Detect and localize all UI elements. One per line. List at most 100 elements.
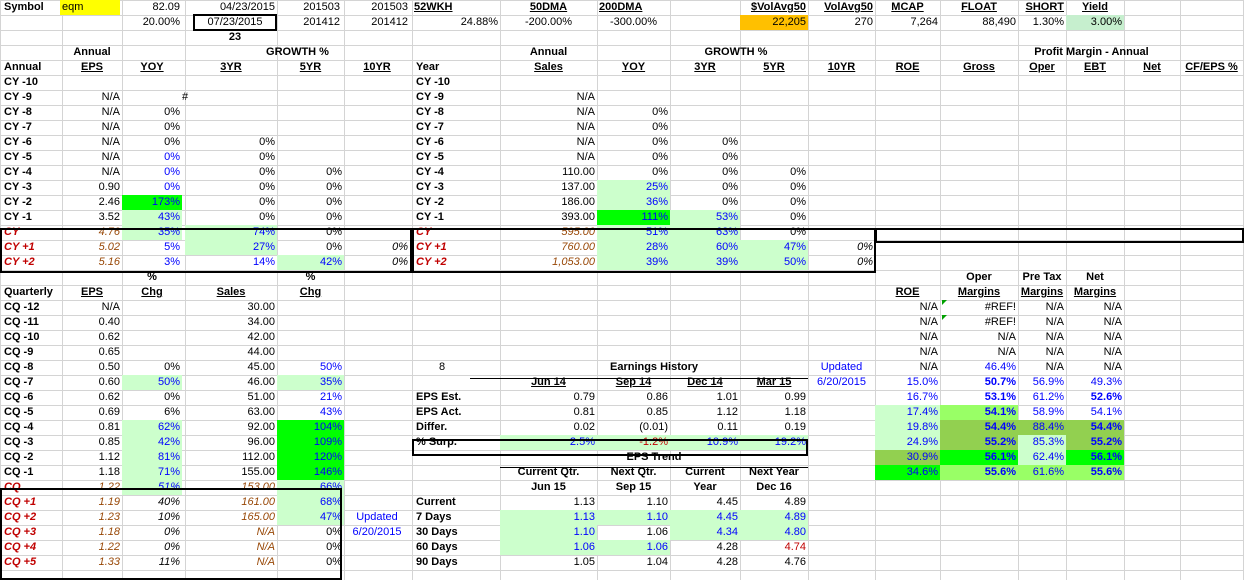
sales-5yr: 50%	[740, 255, 808, 270]
symbol-input[interactable]: eqm	[60, 0, 120, 15]
eps-3yr: 0%	[259, 196, 275, 208]
sales-10yr	[808, 150, 875, 165]
trend-value: 1.04	[646, 556, 668, 568]
quarter-sales-chg: 35%	[277, 375, 344, 390]
updated-date: 6/20/2015	[352, 526, 402, 538]
quarter-row-label: CQ +5	[4, 556, 37, 568]
quarter-eps: 1.12	[98, 451, 120, 463]
eps-10yr: 0%	[392, 256, 408, 268]
h-q-sales: Sales	[216, 286, 246, 298]
quarter-sales-chg	[277, 345, 344, 360]
sales-row-label: CY -8	[416, 106, 444, 118]
quarter-eps-chg: 0%	[164, 361, 180, 373]
h-sales-annual: Annual	[529, 46, 568, 58]
margin-pretax: N/A	[1045, 361, 1064, 373]
quarter-row-label: CQ -6	[4, 391, 34, 403]
eps-yoy: 43%	[122, 210, 182, 225]
margin-net: 49.3%	[1090, 376, 1122, 388]
trend-row-label: 60 Days	[416, 541, 458, 553]
trend-head: Next Year	[749, 466, 799, 478]
eh-value: 0.99	[784, 391, 806, 403]
quarter-row-label: CQ -11	[4, 316, 39, 328]
sales-3yr: 39%	[670, 255, 740, 270]
quarter-sales: 46.00	[247, 376, 275, 388]
m-net1: Net	[1086, 271, 1104, 283]
sales-yoy: 111%	[597, 210, 670, 225]
v200dma: -300.00%	[609, 16, 658, 28]
eh-value: 1.18	[784, 406, 806, 418]
sales-10yr	[808, 165, 875, 180]
eps-row-label: CY +1	[4, 241, 35, 253]
quarter-eps: 1.33	[98, 556, 120, 568]
quarter-eps: 0.50	[98, 361, 120, 373]
quarter-eps: 1.22	[98, 481, 120, 493]
quarter-eps-chg: 40%	[157, 496, 180, 508]
margin-oper: #REF!	[984, 316, 1016, 328]
h-3yr: 3YR	[220, 61, 242, 73]
margin-pretax: 88.4%	[1018, 420, 1066, 435]
sales-3yr: 53%	[670, 210, 740, 225]
quarter-eps-chg: 62%	[122, 420, 182, 435]
eh-value: 2.5%	[500, 435, 597, 450]
eh-row-label: Differ.	[416, 421, 448, 433]
quarter-sales-chg: 0%	[326, 556, 342, 568]
p3: 201412	[303, 16, 340, 28]
eh-value: 0.81	[573, 406, 595, 418]
sales-3yr	[670, 105, 740, 120]
quarter-eps: 1.23	[98, 511, 120, 523]
margin-oper: #REF!	[984, 301, 1016, 313]
quarter-eps: 1.22	[98, 541, 120, 553]
margin-net: 52.6%	[1090, 391, 1122, 403]
m-roe: ROE	[895, 286, 920, 298]
trend-value: 1.10	[597, 510, 670, 525]
sales-yoy: 0%	[652, 151, 668, 163]
h-10yr: 10YR	[363, 61, 391, 73]
eps-yoy: 173%	[122, 195, 182, 210]
trend-head2: Sep 15	[615, 481, 652, 493]
margin-pretax: N/A	[1045, 346, 1064, 358]
sales-yoy: 0%	[652, 136, 668, 148]
trend-value: 1.06	[646, 526, 668, 538]
error-indicator	[942, 315, 947, 320]
margin-oper: 46.4%	[984, 361, 1016, 373]
quarter-sales: 153.00	[241, 481, 275, 493]
column-gridline	[62, 0, 63, 580]
sales-5yr: 0%	[790, 211, 806, 223]
sales-5yr	[740, 120, 808, 135]
h-50dma: 50DMA	[529, 1, 568, 13]
quarter-sales-chg: 104%	[277, 420, 344, 435]
sales-3yr	[670, 75, 740, 90]
quarter-sales-chg: 146%	[277, 465, 344, 480]
pm-cfeps: CF/EPS %	[1185, 61, 1238, 73]
margin-roe: N/A	[919, 346, 938, 358]
symbol-label: Symbol	[4, 1, 44, 13]
margin-net: 56.1%	[1066, 450, 1124, 465]
quarter-row-label: CQ +1	[4, 496, 37, 508]
eps-row-label: CY -2	[4, 196, 32, 208]
quarter-sales: 45.00	[247, 361, 275, 373]
eh-col-head: Sep 14	[615, 376, 652, 388]
margin-net: N/A	[1103, 361, 1122, 373]
m-oper1: Oper	[966, 271, 992, 283]
sales-5yr: 0%	[790, 196, 806, 208]
eps-value: N/A	[101, 166, 120, 178]
quarter-sales: 51.00	[247, 391, 275, 403]
margin-pretax: N/A	[1045, 316, 1064, 328]
quarter-eps: 1.19	[98, 496, 120, 508]
quarter-eps-chg: 71%	[122, 465, 182, 480]
eps-yoy: 3%	[164, 256, 180, 268]
margin-net: N/A	[1103, 331, 1122, 343]
margin-oper: N/A	[997, 346, 1016, 358]
m-pretax2: Margins	[1020, 286, 1064, 298]
quarter-eps: 0.65	[98, 346, 120, 358]
eps-value: N/A	[101, 106, 120, 118]
eps-row-label: CY -1	[4, 211, 32, 223]
margin-net: 55.2%	[1066, 435, 1124, 450]
eh-value: -1.2%	[597, 435, 670, 450]
m-net2: Margins	[1073, 286, 1117, 298]
eps-3yr: 0%	[259, 136, 275, 148]
eh-value: 1.12	[716, 406, 738, 418]
eps-yoy: 0%	[164, 166, 180, 178]
margin-roe: 19.8%	[875, 420, 940, 435]
